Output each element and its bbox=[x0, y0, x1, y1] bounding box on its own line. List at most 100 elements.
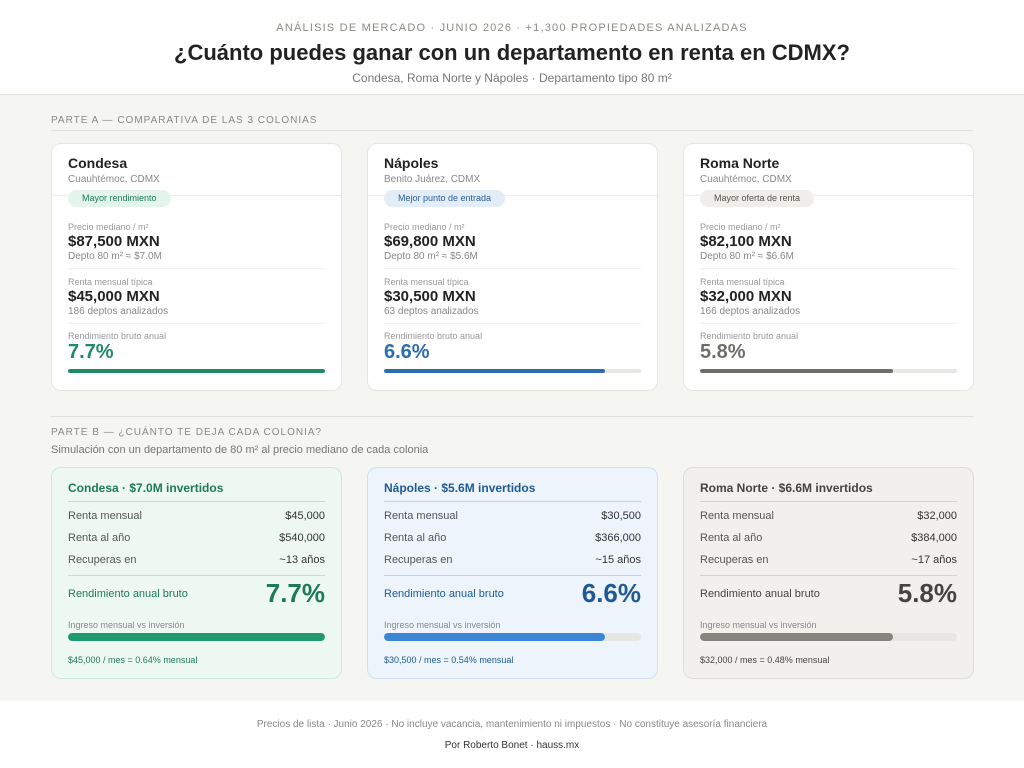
yield-bar-fill bbox=[384, 369, 606, 373]
yield-bar-fill bbox=[68, 369, 325, 373]
sim-row-label: Renta al año bbox=[384, 532, 447, 544]
income-bar-fill bbox=[700, 633, 893, 641]
rent-subtext: 63 deptos analizados bbox=[384, 306, 479, 317]
sim-title-rule bbox=[384, 501, 641, 502]
sim-row-label: Renta mensual bbox=[384, 510, 458, 522]
price-label: Precio mediano / m² bbox=[700, 222, 781, 232]
sim-yield-label: Rendimiento anual bruto bbox=[700, 588, 820, 600]
sim-yield-label: Rendimiento anual bruto bbox=[68, 588, 188, 600]
rent-subtext: 166 deptos analizados bbox=[700, 306, 801, 317]
colonia-location: Cuauhtémoc, CDMX bbox=[68, 174, 160, 185]
rent-value: $32,000 MXN bbox=[700, 288, 792, 305]
price-value: $69,800 MXN bbox=[384, 233, 476, 250]
part-a-label: PARTE A — COMPARATIVA DE LAS 3 COLONIAS bbox=[51, 115, 318, 126]
income-label: Ingreso mensual vs inversión bbox=[700, 620, 817, 630]
sim-row-label: Renta al año bbox=[700, 532, 763, 544]
page-subtitle: Condesa, Roma Norte y Nápoles · Departam… bbox=[352, 71, 672, 85]
highlight-badge: Mayor oferta de renta bbox=[700, 190, 815, 207]
yield-bar bbox=[384, 369, 641, 373]
price-subtext: Depto 80 m² ≈ $7.0M bbox=[68, 251, 162, 262]
card-divider bbox=[368, 195, 657, 196]
income-bar-fill bbox=[68, 633, 325, 641]
yield-label: Rendimiento bruto anual bbox=[700, 331, 799, 341]
price-value: $82,100 MXN bbox=[700, 233, 792, 250]
colonia-location: Benito Juárez, CDMX bbox=[384, 174, 481, 185]
income-bar bbox=[700, 633, 957, 641]
card-napoles: Nápoles Benito Juárez, CDMX Mejor punto de… bbox=[367, 143, 658, 391]
sim-yield-rule bbox=[384, 575, 641, 576]
sim-yield-value: 6.6% bbox=[581, 578, 641, 608]
sim-row-value: $366,000 bbox=[595, 532, 641, 544]
card-roma-norte: Roma Norte Cuauhtémoc, CDMX Mayor oferta d… bbox=[683, 143, 974, 391]
sim-row-label: Renta mensual bbox=[700, 510, 774, 522]
sim-row-label: Recuperas en bbox=[700, 554, 769, 566]
part-b-rule bbox=[51, 416, 973, 417]
sim-condesa: Condesa · $7.0M invertidos Renta mensual $… bbox=[51, 467, 342, 679]
sim-yield-value: 5.8% bbox=[897, 578, 957, 608]
card-divider bbox=[52, 195, 341, 196]
income-label: Ingreso mensual vs inversión bbox=[68, 620, 185, 630]
sim-row-value: ~17 años bbox=[911, 554, 957, 566]
price-label: Precio mediano / m² bbox=[68, 222, 149, 232]
sim-row-value: $32,000 bbox=[917, 510, 957, 522]
card-divider bbox=[684, 195, 973, 196]
sim-title: Roma Norte · $6.6M invertidos bbox=[700, 481, 873, 495]
highlight-badge: Mejor punto de entrada bbox=[384, 190, 506, 207]
colonia-name: Condesa bbox=[68, 155, 128, 171]
rent-label: Renta mensual típica bbox=[700, 277, 785, 287]
footer-credit: Por Roberto Bonet · hauss.mx bbox=[444, 740, 580, 751]
sim-yield-value: 7.7% bbox=[265, 578, 325, 608]
colonia-name: Roma Norte bbox=[700, 155, 780, 171]
part-a-rule bbox=[51, 130, 973, 131]
metric-divider bbox=[384, 268, 641, 269]
sim-row-value: ~15 años bbox=[595, 554, 641, 566]
sim-row-label: Recuperas en bbox=[68, 554, 137, 566]
sim-row-value: $30,500 bbox=[601, 510, 641, 522]
income-note: $32,000 / mes = 0.48% mensual bbox=[700, 655, 830, 665]
income-note: $45,000 / mes = 0.64% mensual bbox=[68, 655, 198, 665]
sim-roma-norte: Roma Norte · $6.6M invertidos Renta mensu… bbox=[683, 467, 974, 679]
part-b-label: PARTE B — ¿CUÁNTO TE DEJA CADA COLONIA? bbox=[51, 427, 323, 438]
yield-value: 5.8% bbox=[700, 341, 746, 363]
sim-title: Condesa · $7.0M invertidos bbox=[68, 481, 224, 495]
yield-bar bbox=[700, 369, 957, 373]
highlight-badge: Mayor rendimiento bbox=[68, 190, 171, 207]
colonia-location: Cuauhtémoc, CDMX bbox=[700, 174, 792, 185]
sim-row-value: $384,000 bbox=[911, 532, 957, 544]
sim-title: Nápoles · $5.6M invertidos bbox=[384, 481, 536, 495]
sim-row-label: Renta mensual bbox=[68, 510, 142, 522]
income-bar bbox=[384, 633, 641, 641]
income-note: $30,500 / mes = 0.54% mensual bbox=[384, 655, 514, 665]
page-title: ¿Cuánto puedes ganar con un departamento… bbox=[174, 40, 850, 65]
yield-value: 7.7% bbox=[68, 341, 114, 363]
metric-divider bbox=[68, 268, 325, 269]
sim-row-value: $540,000 bbox=[279, 532, 325, 544]
sim-yield-rule bbox=[68, 575, 325, 576]
yield-bar-fill bbox=[700, 369, 893, 373]
rent-subtext: 186 deptos analizados bbox=[68, 306, 169, 317]
price-label: Precio mediano / m² bbox=[384, 222, 465, 232]
sim-title-rule bbox=[700, 501, 957, 502]
metric-divider bbox=[700, 323, 957, 324]
yield-bar bbox=[68, 369, 325, 373]
income-label: Ingreso mensual vs inversión bbox=[384, 620, 501, 630]
metric-divider bbox=[700, 268, 957, 269]
yield-label: Rendimiento bruto anual bbox=[68, 331, 167, 341]
sim-row-value: ~13 años bbox=[279, 554, 325, 566]
sim-yield-rule bbox=[700, 575, 957, 576]
price-subtext: Depto 80 m² ≈ $5.6M bbox=[384, 251, 478, 262]
price-value: $87,500 MXN bbox=[68, 233, 160, 250]
sim-row-label: Renta al año bbox=[68, 532, 131, 544]
sim-row-value: $45,000 bbox=[285, 510, 325, 522]
income-bar bbox=[68, 633, 325, 641]
price-subtext: Depto 80 m² ≈ $6.6M bbox=[700, 251, 794, 262]
rent-label: Renta mensual típica bbox=[68, 277, 153, 287]
rent-value: $45,000 MXN bbox=[68, 288, 160, 305]
footer-disclaimer: Precios de lista · Junio 2026 · No inclu… bbox=[256, 719, 768, 730]
sim-row-label: Recuperas en bbox=[384, 554, 453, 566]
page-footer: Precios de lista · Junio 2026 · No inclu… bbox=[0, 701, 1024, 768]
income-bar-fill bbox=[384, 633, 606, 641]
card-condesa: Condesa Cuauhtémoc, CDMX Mayor rendimiento… bbox=[51, 143, 342, 391]
yield-label: Rendimiento bruto anual bbox=[384, 331, 483, 341]
rent-value: $30,500 MXN bbox=[384, 288, 476, 305]
